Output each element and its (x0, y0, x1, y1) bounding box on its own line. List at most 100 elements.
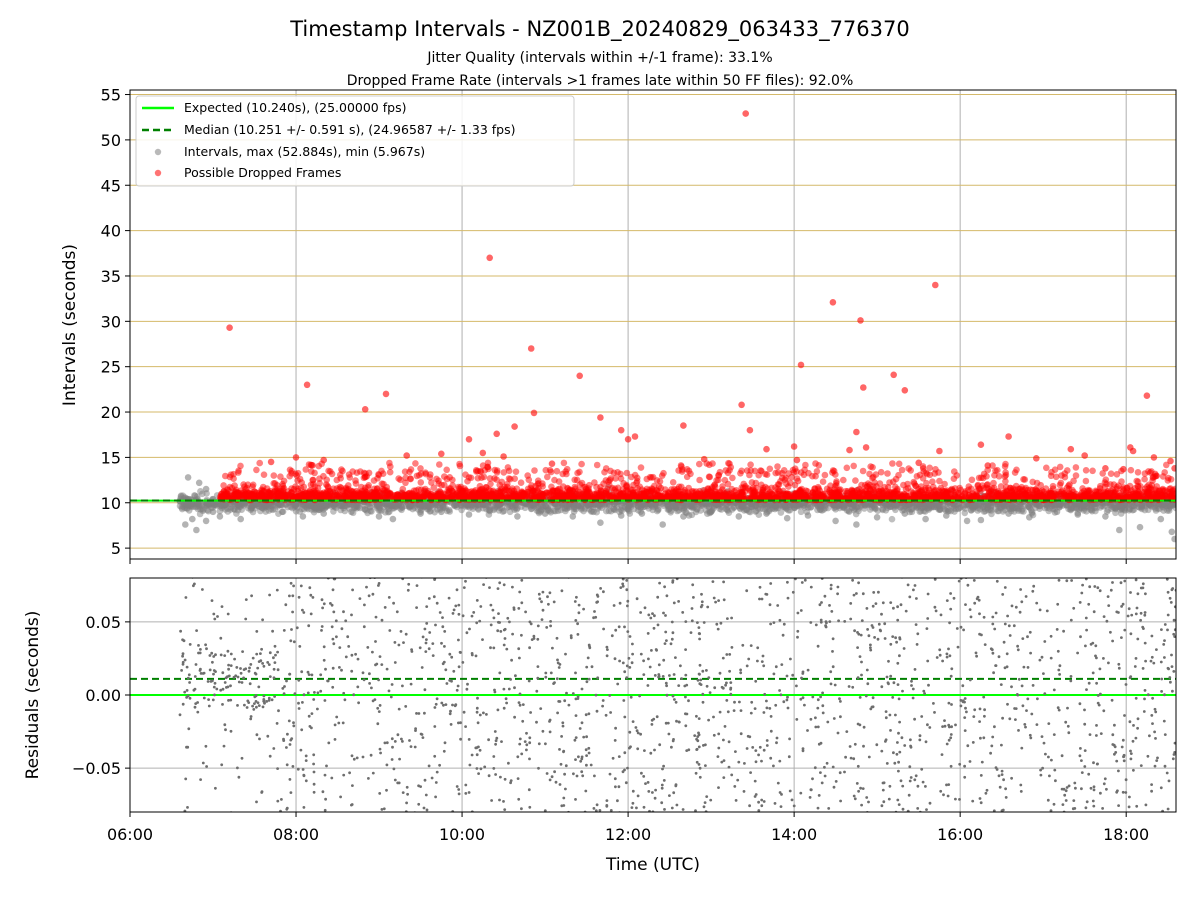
interval-point (1018, 507, 1025, 515)
dropped-frame-point (994, 466, 1001, 474)
interval-point (299, 513, 307, 520)
interval-point (1084, 503, 1092, 511)
interval-point (961, 509, 969, 517)
dropped-frame-point (660, 469, 667, 477)
interval-point (778, 502, 786, 509)
interval-point (585, 502, 593, 510)
dropped-frame-point (531, 467, 538, 474)
interval-point (840, 504, 848, 511)
interval-point (853, 521, 860, 528)
dropped-frame-point (563, 470, 570, 478)
interval-point (451, 502, 458, 510)
interval-point (375, 506, 383, 514)
dropped-frame-point (941, 480, 948, 488)
interval-point (518, 503, 525, 511)
interval-point (1141, 506, 1149, 514)
dropped-frame-point (852, 477, 859, 484)
dropped-frame-point (895, 460, 903, 468)
interval-point (943, 512, 950, 519)
interval-point (888, 515, 896, 523)
dropped-frame-point (406, 468, 413, 476)
dropped-frame-point (850, 462, 857, 470)
interval-point (787, 501, 794, 509)
interval-point (571, 503, 579, 511)
interval-point (883, 502, 891, 510)
interval-point (267, 502, 275, 510)
interval-point (1112, 504, 1119, 512)
interval-point (209, 508, 217, 516)
dropped-frame-point (1011, 469, 1019, 476)
dropped-frame-point (721, 476, 729, 484)
dropped-frame-point (1127, 466, 1135, 474)
interval-point (1130, 506, 1138, 513)
interval-point (569, 513, 577, 520)
dropped-frame-point (542, 466, 550, 474)
interval-point (514, 513, 521, 520)
dropped-frame-point (791, 465, 799, 473)
interval-point (955, 504, 963, 512)
dropped-frame-point (235, 467, 242, 475)
interval-point (977, 516, 985, 524)
dropped-frame-point (1072, 464, 1080, 471)
interval-point (446, 508, 454, 515)
dropped-frame-point (560, 459, 568, 467)
figure-title: Timestamp Intervals - NZ001B_20240829_06… (289, 17, 910, 42)
interval-point (925, 506, 932, 513)
interval-point (707, 508, 715, 516)
interval-point (202, 517, 210, 525)
dropped-frame-point (316, 475, 323, 483)
dropped-frame-point (979, 474, 987, 482)
dropped-frame-point (500, 469, 508, 476)
interval-point (235, 501, 242, 509)
interval-point (195, 479, 203, 487)
interval-point (832, 506, 839, 513)
interval-point (722, 505, 730, 513)
intervals-marks (130, 110, 1176, 543)
interval-point (638, 510, 646, 517)
dropped-frame-point (487, 480, 494, 488)
interval-point (278, 508, 286, 516)
interval-point (420, 503, 428, 510)
interval-point (216, 507, 224, 515)
dropped-frame-point (1056, 481, 1064, 489)
dropped-frame-point (1082, 467, 1090, 474)
interval-point (475, 506, 482, 513)
dropped-frame-point (1070, 477, 1077, 485)
interval-point (190, 503, 197, 510)
dropped-frame-point (623, 483, 630, 490)
interval-point (1116, 526, 1123, 534)
dropped-frame-point (904, 480, 911, 488)
interval-point (289, 504, 296, 512)
interval-point (438, 508, 445, 516)
interval-point (1160, 504, 1167, 511)
interval-point (1026, 514, 1033, 521)
dropped-frame-point (898, 466, 906, 474)
dropped-frame-point (1065, 482, 1072, 490)
dropped-frame-point (968, 476, 976, 484)
interval-point (1150, 503, 1158, 511)
interval-point (922, 515, 929, 523)
dropped-frame-point (553, 467, 561, 475)
dropped-frame-point (821, 471, 829, 479)
interval-point (184, 474, 192, 481)
interval-point (773, 504, 780, 512)
interval-point (949, 503, 957, 510)
interval-point (276, 501, 284, 509)
interval-point (963, 517, 971, 525)
interval-point (465, 511, 473, 518)
dropped-frame-point (687, 470, 694, 478)
dropped-frame-point (766, 465, 774, 473)
interval-point (822, 504, 829, 512)
interval-point (1005, 510, 1012, 517)
dropped-frame-point (256, 459, 264, 467)
interval-point (199, 490, 206, 498)
dropped-frame-point (260, 471, 268, 479)
interval-point (189, 515, 196, 523)
dropped-frame-point (1001, 463, 1009, 470)
dropped-frame-point (884, 470, 891, 477)
dropped-frame-point (1163, 461, 1170, 469)
interval-point (386, 508, 393, 515)
interval-point (320, 510, 328, 517)
dropped-frame-point (576, 481, 584, 488)
